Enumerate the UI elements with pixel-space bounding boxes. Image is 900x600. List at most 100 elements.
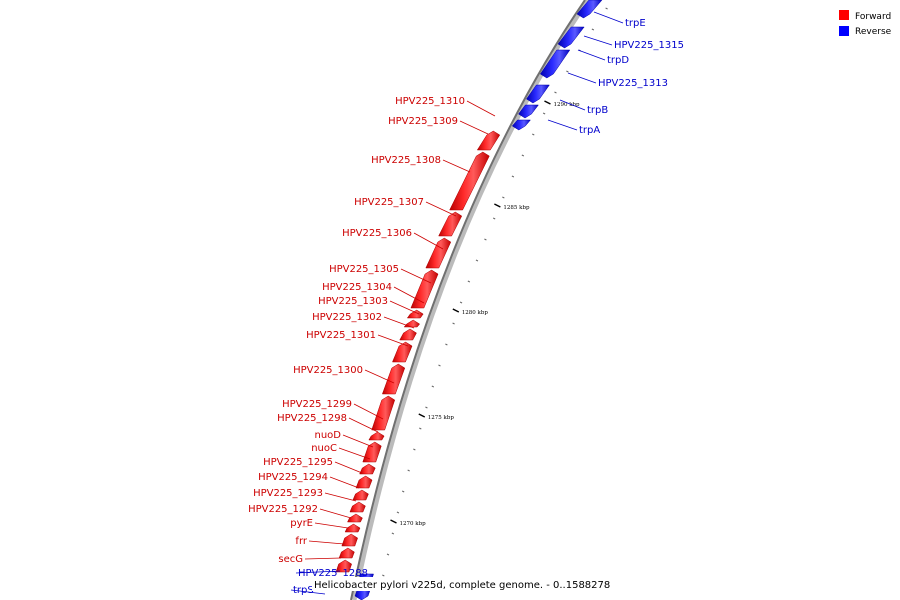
ruler-minor-tick xyxy=(591,28,595,31)
gene-label-hpv225-1288[interactable]: HPV225_1288 xyxy=(298,568,368,579)
gene-label-hpv225-1298[interactable]: HPV225_1298 xyxy=(277,413,347,424)
ruler-tick-label: 1280 kbp xyxy=(462,310,489,316)
gene-hpv225-1293[interactable] xyxy=(347,513,363,523)
gene-label-hpv225-1305[interactable]: HPV225_1305 xyxy=(329,264,399,275)
ruler-minor-tick xyxy=(605,7,608,10)
leader-line xyxy=(425,201,457,217)
ruler-minor-tick xyxy=(554,91,557,94)
gene-trpe[interactable] xyxy=(576,0,603,19)
ruler-minor-tick xyxy=(391,532,395,535)
gene-label-hpv225-1293[interactable]: HPV225_1293 xyxy=(253,488,323,499)
leader-line xyxy=(583,35,613,46)
leader-line xyxy=(559,99,586,111)
ruler-minor-tick xyxy=(511,175,515,178)
ruler-tick-label: 1270 kbp xyxy=(399,521,426,527)
legend-swatch-forward xyxy=(839,10,849,20)
gene-hpv225-1298[interactable] xyxy=(362,441,382,463)
leader-line xyxy=(304,557,342,560)
legend: Forward Reverse xyxy=(839,10,892,37)
gene-label-hpv225-1303[interactable]: HPV225_1303 xyxy=(318,296,388,307)
gene-trpa[interactable] xyxy=(511,119,531,131)
gene-label-hpv225-1292[interactable]: HPV225_1292 xyxy=(248,504,318,515)
gene-label-hpv225-1294[interactable]: HPV225_1294 xyxy=(258,472,328,483)
gene-hpv225-1315[interactable] xyxy=(557,26,585,49)
gene-label-hpv225-1302[interactable]: HPV225_1302 xyxy=(312,312,382,323)
leader-line xyxy=(393,286,425,304)
gene-hpv225-1313[interactable] xyxy=(526,84,550,104)
ruler-minor-tick xyxy=(382,574,385,577)
gene-label-hpv225-1306[interactable]: HPV225_1306 xyxy=(342,228,412,239)
gene-hpv225-1301[interactable] xyxy=(381,363,406,395)
gene-label-hpv225-1301[interactable]: HPV225_1301 xyxy=(306,330,376,341)
gene-label-hpv225-1299[interactable]: HPV225_1299 xyxy=(282,399,352,410)
legend-label-forward: Forward xyxy=(855,12,891,22)
gene-label-hpv225-1307[interactable]: HPV225_1307 xyxy=(354,197,424,208)
gene-label-frr[interactable]: frr xyxy=(295,536,307,547)
gene-label-hpv225-1310[interactable]: HPV225_1310 xyxy=(395,96,465,107)
leader-line xyxy=(329,476,360,489)
gene-label-trpb[interactable]: trpB xyxy=(587,105,608,116)
leader-line xyxy=(413,232,444,250)
gene-label-nuod[interactable]: nuoD xyxy=(315,430,342,441)
ruler-minor-tick xyxy=(566,70,569,73)
gene-trpb[interactable] xyxy=(518,104,539,119)
leader-line xyxy=(308,540,345,545)
gene-label-nuoc[interactable]: nuoC xyxy=(311,443,337,454)
ruler-tick-label: 1275 kbp xyxy=(428,415,455,421)
gene-track xyxy=(335,0,603,600)
ruler-minor-tick xyxy=(386,553,390,556)
gene-hpv225-1310[interactable] xyxy=(476,130,501,151)
ruler-minor-tick xyxy=(502,196,505,199)
gene-nuod[interactable] xyxy=(359,463,376,475)
gene-hpv225-1303[interactable] xyxy=(399,328,417,341)
gene-hpv225-1292[interactable] xyxy=(344,523,361,533)
gene-hpv225-1309[interactable] xyxy=(449,151,490,211)
map-caption: Helicobacter pylori v225d, complete geno… xyxy=(314,580,610,591)
gene-trps[interactable] xyxy=(354,589,371,600)
leader-line xyxy=(290,589,326,595)
gene-hpv225-1304[interactable] xyxy=(403,319,421,328)
gene-pyre[interactable] xyxy=(341,533,358,547)
gene-label-hpv225-1300[interactable]: HPV225_1300 xyxy=(293,365,363,376)
gene-label-trpd[interactable]: trpD xyxy=(607,55,629,66)
leader-line xyxy=(353,403,384,420)
gene-label-secg[interactable]: secG xyxy=(278,554,303,565)
ruler-minor-tick xyxy=(452,322,455,325)
gene-label-hpv225-1295[interactable]: HPV225_1295 xyxy=(263,457,333,468)
gene-secg[interactable] xyxy=(335,559,352,573)
gene-label-hpv225-1308[interactable]: HPV225_1308 xyxy=(371,155,441,166)
leader-line xyxy=(314,522,349,529)
ruler-minor-tick xyxy=(532,133,535,136)
gene-label-hpv225-1313[interactable]: HPV225_1313 xyxy=(598,78,668,89)
ruler-minor-tick xyxy=(413,448,416,451)
ruler-minor-tick xyxy=(438,364,441,367)
gene-hpv225-1306[interactable] xyxy=(410,269,439,309)
gene-frr[interactable] xyxy=(338,547,355,559)
gene-label-trpe[interactable]: trpE xyxy=(625,18,646,29)
gene-trpd[interactable] xyxy=(539,49,571,79)
ruler: 1290 kbp 1285 kbp 1280 kbp 1275 kbp 1270 kbp xyxy=(382,7,608,577)
leader-line xyxy=(567,72,597,84)
gene-hpv225-1299[interactable] xyxy=(368,431,385,441)
leader-line xyxy=(389,300,420,315)
gene-hpv225-1307[interactable] xyxy=(425,237,452,269)
gene-hpv225-1294[interactable] xyxy=(349,501,366,513)
gene-hpv225-1302[interactable] xyxy=(392,341,413,363)
gene-label-trps[interactable]: trpS xyxy=(293,585,314,596)
gene-nuoc[interactable] xyxy=(355,475,373,489)
ruler-minor-tick xyxy=(467,280,471,283)
gene-label-trpa[interactable]: trpA xyxy=(579,125,600,136)
gene-label-pyre[interactable]: pyrE xyxy=(290,518,313,529)
leader-line xyxy=(342,434,374,448)
gene-hpv225-1305[interactable] xyxy=(406,309,424,319)
backbone-shadow xyxy=(351,0,591,600)
leader-line xyxy=(459,120,489,135)
gene-hpv225-1295[interactable] xyxy=(352,489,369,501)
gene-hpv225-1308[interactable] xyxy=(438,211,463,237)
gene-hpv225-1300[interactable] xyxy=(371,395,396,431)
legend-label-reverse: Reverse xyxy=(855,27,892,37)
gene-label-hpv225-1304[interactable]: HPV225_1304 xyxy=(322,282,392,293)
gene-label-hpv225-1309[interactable]: HPV225_1309 xyxy=(388,116,458,127)
gene-label-hpv225-1315[interactable]: HPV225_1315 xyxy=(614,40,684,51)
ruler-minor-tick xyxy=(431,385,435,388)
